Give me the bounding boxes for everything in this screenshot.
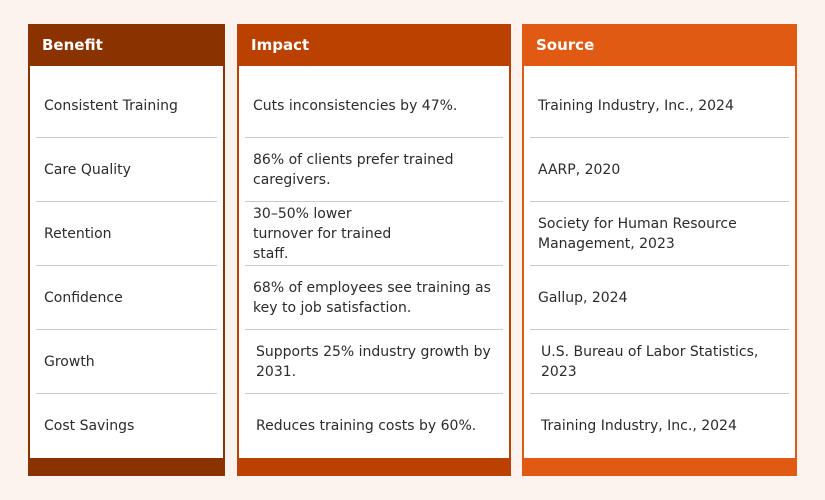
benefit-column-body: Consistent Training Care Quality Retenti… (30, 66, 223, 459)
source-column: Source Training Industry, Inc., 2024 AAR… (522, 24, 797, 476)
impact-header: Impact (237, 24, 511, 67)
benefit-cell: Consistent Training (36, 74, 217, 139)
benefit-cell: Growth (36, 330, 217, 395)
benefit-cell: Cost Savings (44, 418, 135, 435)
source-cell: Gallup, 2024 (530, 266, 789, 331)
impact-column-footer (237, 458, 511, 476)
benefit-cell: Retention (36, 202, 217, 267)
impact-cell: 86% of clients prefer trained caregivers… (245, 138, 503, 203)
impact-cell: Reduces training costs by 60%. (256, 418, 477, 435)
benefit-cell: Confidence (36, 266, 217, 331)
impact-column-body: Cuts inconsistencies by 47%. 86% of clie… (239, 66, 509, 459)
source-column-footer (522, 458, 797, 476)
source-cell: Training Industry, Inc., 2024 (541, 418, 737, 435)
source-cell: AARP, 2020 (530, 138, 789, 203)
impact-cell: 68% of employees see training as key to … (245, 266, 503, 331)
benefit-header: Benefit (28, 24, 225, 67)
impact-column: Impact Cuts inconsistencies by 47%. 86% … (237, 24, 511, 476)
impact-cell: Cuts inconsistencies by 47%. (245, 74, 503, 139)
source-header: Source (522, 24, 797, 67)
impact-cell: Supports 25% industry growth by 2031. (245, 330, 503, 395)
benefit-column: Benefit Consistent Training Care Quality… (28, 24, 225, 476)
benefit-cell: Care Quality (36, 138, 217, 203)
impact-cell: 30–50% lower turnover for trained staff. (245, 202, 503, 267)
source-cell: Society for Human Resource Management, 2… (530, 202, 789, 267)
source-cell: U.S. Bureau of Labor Statistics, 2023 (530, 330, 789, 395)
benefit-column-footer (28, 458, 225, 476)
source-cell: Training Industry, Inc., 2024 (530, 74, 789, 139)
source-column-body: Training Industry, Inc., 2024 AARP, 2020… (524, 66, 795, 459)
